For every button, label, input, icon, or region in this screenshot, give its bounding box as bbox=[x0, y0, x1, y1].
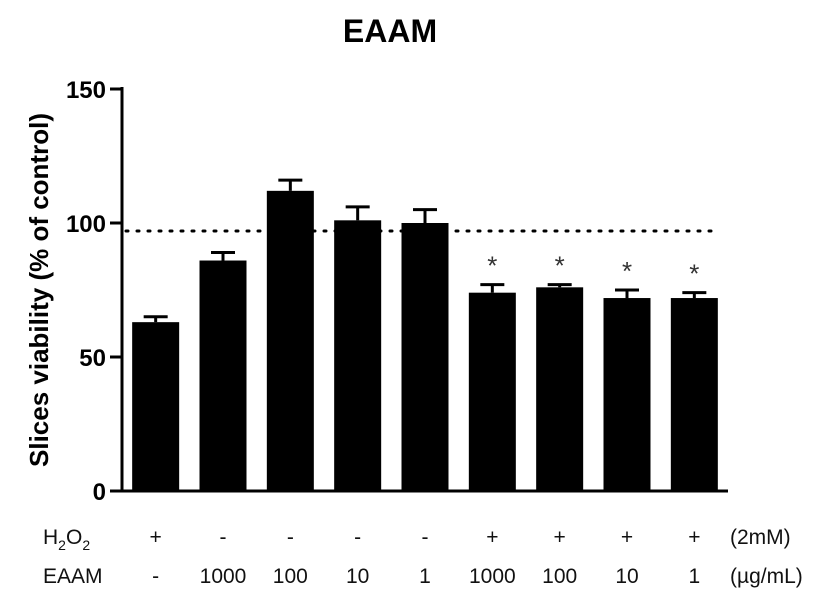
y-tick-label: 150 bbox=[66, 77, 106, 104]
bar bbox=[468, 292, 516, 491]
treatment-value: 1 bbox=[419, 565, 431, 588]
y-tick-label: 50 bbox=[79, 345, 106, 372]
treatment-value: + bbox=[621, 526, 633, 549]
significance-marker: * bbox=[689, 259, 699, 289]
treatment-value: - bbox=[220, 526, 227, 549]
significance-marker: * bbox=[487, 251, 497, 281]
bar bbox=[334, 220, 382, 491]
bar bbox=[266, 190, 314, 491]
bar bbox=[536, 287, 584, 491]
treatment-value: + bbox=[486, 526, 498, 549]
y-axis-label: Slices viability (% of control) bbox=[24, 113, 54, 467]
row-unit-h2o2: (2mM) bbox=[730, 526, 791, 549]
row-unit-eaam: (µg/mL) bbox=[730, 565, 803, 588]
bar bbox=[401, 223, 449, 491]
treatment-value: 1000 bbox=[200, 565, 247, 588]
y-tick-label: 100 bbox=[66, 211, 106, 238]
treatment-value: + bbox=[688, 526, 700, 549]
row-label-h2o2: H2O2 bbox=[43, 526, 90, 553]
treatment-value: + bbox=[554, 526, 566, 549]
treatment-value: - bbox=[354, 526, 361, 549]
treatment-value: 100 bbox=[273, 565, 308, 588]
treatment-value: 1000 bbox=[469, 565, 516, 588]
treatment-value: - bbox=[422, 526, 429, 549]
treatment-value: 10 bbox=[346, 565, 369, 588]
treatment-value: 1 bbox=[688, 565, 700, 588]
bar bbox=[199, 260, 247, 491]
significance-marker: * bbox=[622, 256, 632, 286]
treatment-value: 10 bbox=[615, 565, 638, 588]
significance-marker: * bbox=[555, 251, 565, 281]
treatment-value: 100 bbox=[542, 565, 577, 588]
bar bbox=[132, 322, 180, 491]
bar bbox=[603, 298, 651, 491]
bar bbox=[670, 298, 718, 491]
treatment-value: + bbox=[150, 526, 162, 549]
row-label-eaam: EAAM bbox=[43, 565, 103, 588]
treatment-value: - bbox=[287, 526, 294, 549]
chart-title: EAAM bbox=[343, 13, 437, 49]
treatment-value: - bbox=[152, 565, 159, 588]
y-tick-label: 0 bbox=[93, 479, 106, 506]
